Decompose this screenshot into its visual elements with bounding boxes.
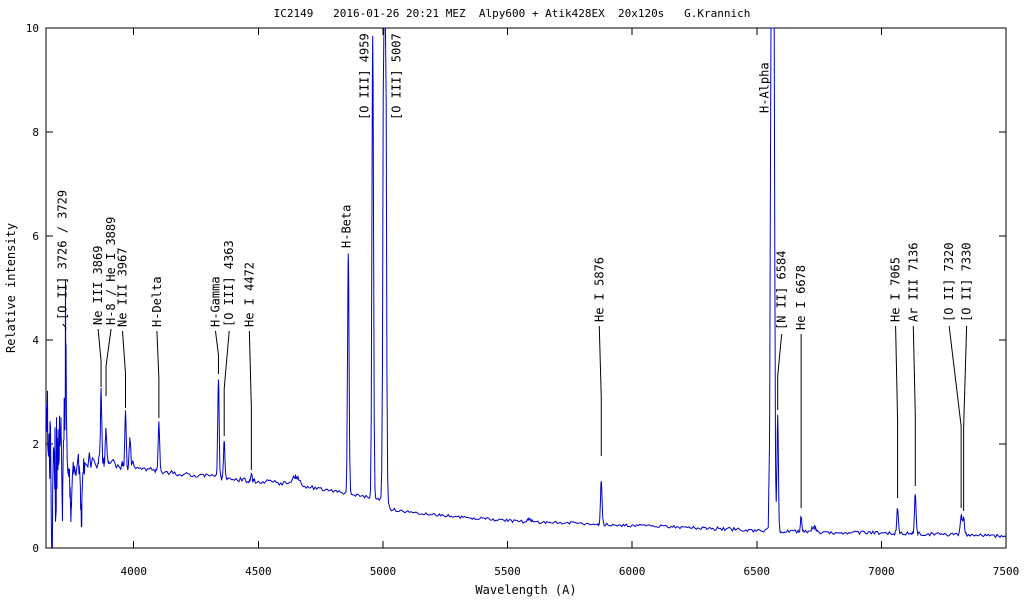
x-tick-label: 7000 xyxy=(868,565,895,578)
x-tick-label: 4500 xyxy=(245,565,272,578)
label-pointer-line xyxy=(912,325,916,486)
y-tick-label: 6 xyxy=(32,230,39,243)
label-pointer-line xyxy=(895,325,899,498)
plot-border xyxy=(45,27,1007,549)
spectral-line-label: [N II] 6584 xyxy=(775,251,789,330)
label-pointer-line xyxy=(156,330,160,418)
spectral-line-label: Ne III 3967 xyxy=(116,248,130,327)
spectral-line-label: [O III] 4363 xyxy=(222,240,236,327)
spectral-line-label: [O III] 4959 xyxy=(358,33,372,120)
x-tick-label: 5000 xyxy=(370,565,397,578)
x-tick-label: 6500 xyxy=(744,565,771,578)
spectral-line-label: Ne III 3869 xyxy=(91,246,105,325)
spectral-line-label: He I 7065 xyxy=(889,257,903,322)
y-tick-label: 8 xyxy=(32,126,39,139)
spectral-line-label: H-Gamma xyxy=(208,276,222,327)
y-tick-label: 4 xyxy=(32,334,39,347)
label-pointer-line xyxy=(777,333,783,410)
label-pointer-line xyxy=(62,323,67,330)
chart-title: IC2149 2016-01-26 20:21 MEZ Alpy600 + At… xyxy=(273,7,751,20)
label-pointer-line xyxy=(214,330,219,374)
spectral-line-label: H-Delta xyxy=(150,276,164,327)
x-tick-label: 4000 xyxy=(120,565,147,578)
label-pointer-line xyxy=(248,330,252,470)
label-pointer-line xyxy=(948,325,962,508)
x-tick-label: 6000 xyxy=(619,565,646,578)
y-tick-label: 10 xyxy=(26,22,39,35)
label-pointer-line xyxy=(122,330,127,408)
spectral-line-label: [O II] 7320 xyxy=(942,243,956,322)
label-pointer-line xyxy=(963,325,968,511)
label-pointer-line xyxy=(598,325,602,456)
spectral-line-label: [O II] 3726 / 3729 xyxy=(56,190,70,320)
spectrum-line xyxy=(45,27,1007,548)
spectral-line-label: He I 5876 xyxy=(592,257,606,322)
label-pointer-line xyxy=(223,330,230,436)
label-pointer-line xyxy=(105,328,112,396)
spectral-line-label: Ar III 7136 xyxy=(906,243,920,322)
spectral-line-label: He I 6678 xyxy=(794,265,808,330)
x-tick-label: 5500 xyxy=(494,565,521,578)
label-pointer-line xyxy=(97,328,102,387)
x-tick-label: 7500 xyxy=(993,565,1020,578)
spectral-line-label: [O II] 7330 xyxy=(960,243,974,322)
y-tick-label: 2 xyxy=(32,438,39,451)
spectral-line-label: H-Alpha xyxy=(757,62,771,113)
y-tick-label: 0 xyxy=(32,542,39,555)
spectral-line-label: He I 4472 xyxy=(242,262,256,327)
spectral-line-label: H-8 / He I 3889 xyxy=(104,217,118,325)
x-axis-title: Wavelength (A) xyxy=(475,583,577,597)
spectral-line-label: H-Beta xyxy=(339,205,353,248)
spectral-line-label: [O III] 5007 xyxy=(390,33,404,120)
